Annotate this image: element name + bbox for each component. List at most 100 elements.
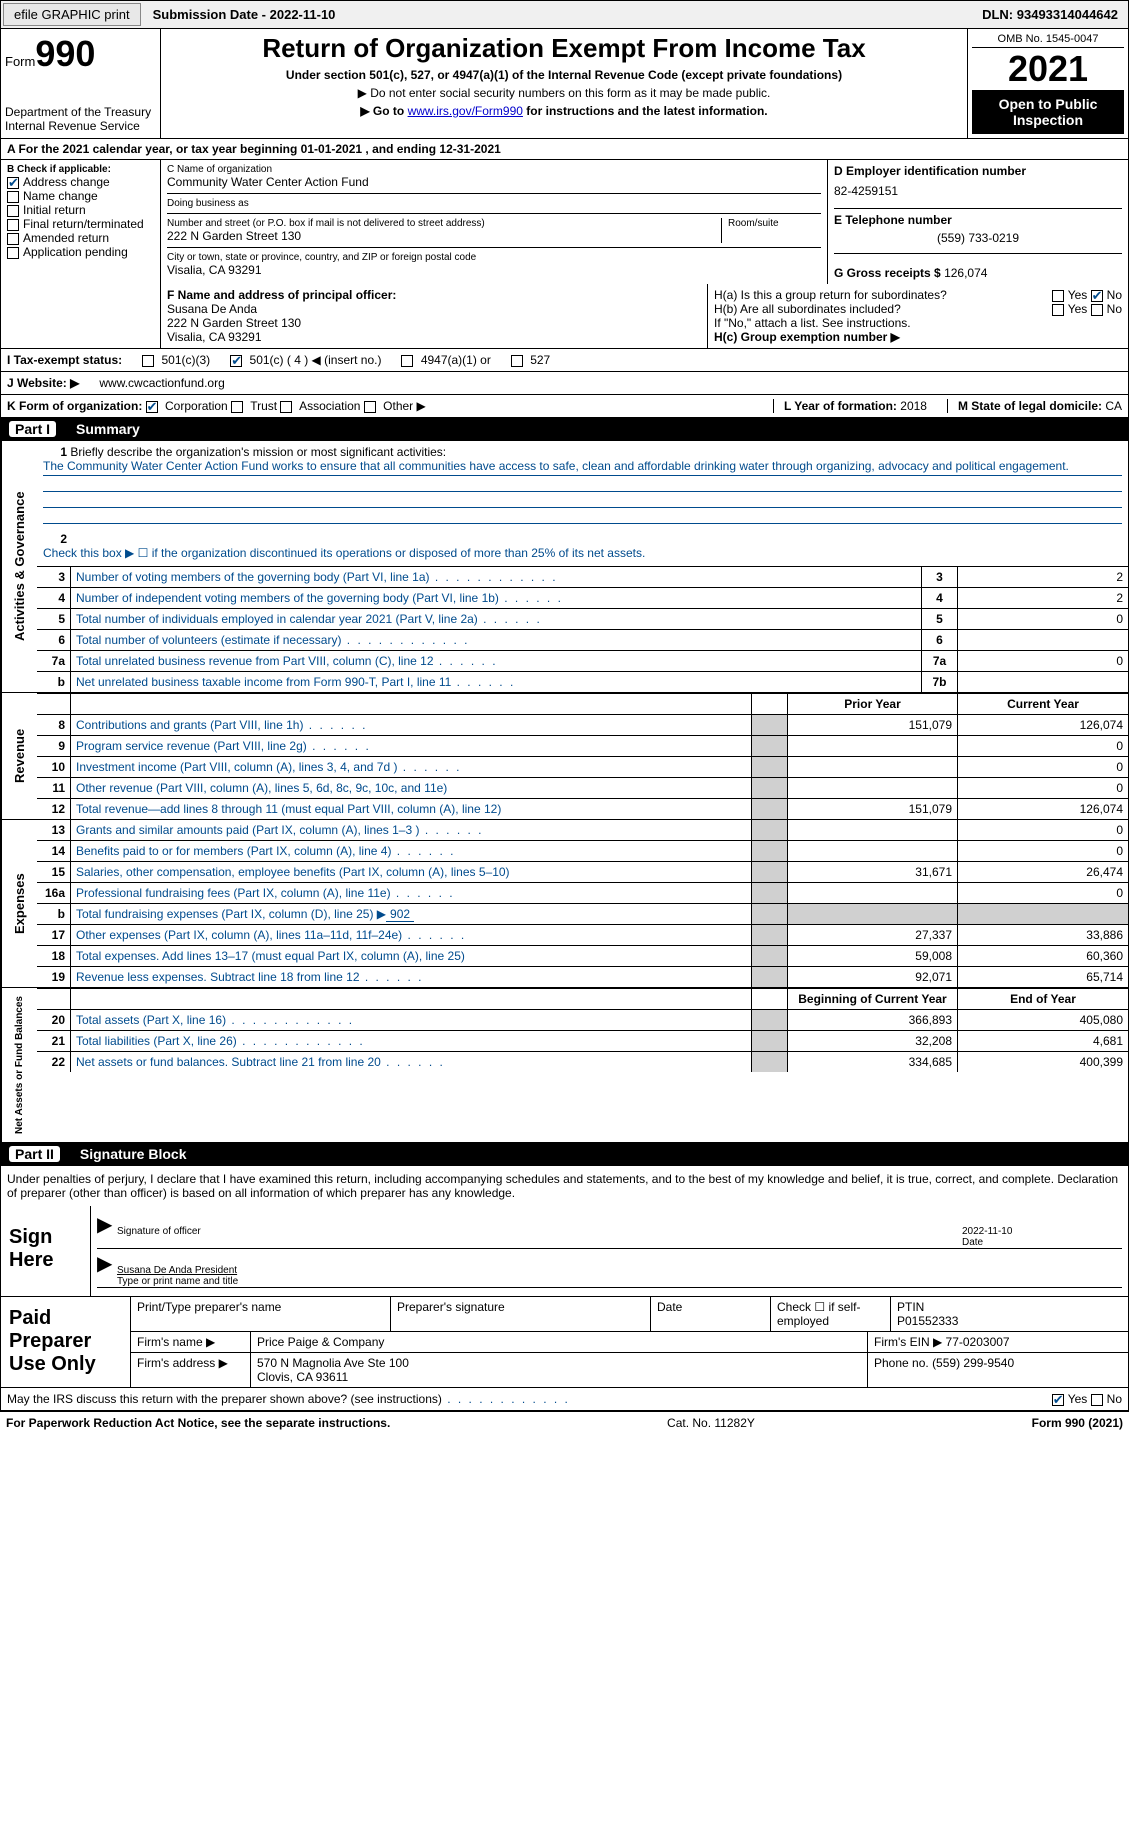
form-subtitle: Under section 501(c), 527, or 4947(a)(1)… bbox=[165, 68, 963, 82]
page-footer: For Paperwork Reduction Act Notice, see … bbox=[0, 1411, 1129, 1434]
line22-beg: 334,685 bbox=[788, 1052, 958, 1072]
cb-501c[interactable] bbox=[230, 355, 242, 367]
cat-no: Cat. No. 11282Y bbox=[667, 1416, 755, 1430]
sign-here-label: Sign Here bbox=[1, 1206, 91, 1296]
cb-amended[interactable]: Amended return bbox=[7, 231, 154, 245]
cb-4947[interactable] bbox=[401, 355, 413, 367]
dba-label: Doing business as bbox=[167, 198, 821, 209]
section-net-assets: Net Assets or Fund Balances Beginning of… bbox=[0, 988, 1129, 1143]
col-b-label: B Check if applicable: bbox=[7, 164, 154, 175]
line21-beg: 32,208 bbox=[788, 1031, 958, 1051]
cb-assoc[interactable] bbox=[280, 401, 292, 413]
self-employed[interactable]: Check ☐ if self-employed bbox=[771, 1297, 891, 1331]
line15-curr: 26,474 bbox=[958, 862, 1128, 882]
firm-addr-label: Firm's address ▶ bbox=[131, 1353, 251, 1387]
firm-phone: (559) 299-9540 bbox=[932, 1356, 1014, 1370]
cb-trust[interactable] bbox=[231, 401, 243, 413]
hb-no[interactable] bbox=[1091, 304, 1103, 316]
line11: Other revenue (Part VIII, column (A), li… bbox=[71, 778, 752, 798]
line20: Total assets (Part X, line 16) bbox=[71, 1010, 752, 1030]
line19-curr: 65,714 bbox=[958, 967, 1128, 987]
cb-corp[interactable] bbox=[146, 401, 158, 413]
line16b: Total fundraising expenses (Part IX, col… bbox=[71, 904, 752, 924]
cb-501c3[interactable] bbox=[142, 355, 154, 367]
side-ag: Activities & Governance bbox=[1, 441, 37, 692]
line12: Total revenue—add lines 8 through 11 (mu… bbox=[71, 799, 752, 819]
discuss-preparer-row: May the IRS discuss this return with the… bbox=[0, 1388, 1129, 1411]
line17-prior: 27,337 bbox=[788, 925, 958, 945]
efile-print-button[interactable]: efile GRAPHIC print bbox=[3, 3, 141, 26]
line19: Revenue less expenses. Subtract line 18 … bbox=[71, 967, 752, 987]
dept-treasury: Department of the Treasury Internal Reve… bbox=[5, 105, 156, 133]
cb-final-return[interactable]: Final return/terminated bbox=[7, 217, 154, 231]
org-name-label: C Name of organization bbox=[167, 164, 821, 175]
line7a-val: 0 bbox=[958, 651, 1128, 671]
officer-addr: 222 N Garden Street 130 bbox=[167, 316, 301, 330]
cb-other[interactable] bbox=[364, 401, 376, 413]
line21-end: 4,681 bbox=[958, 1031, 1128, 1051]
year-formation: 2018 bbox=[900, 399, 927, 413]
line17: Other expenses (Part IX, column (A), lin… bbox=[71, 925, 752, 945]
row-k-form-org: K Form of organization: Corporation Trus… bbox=[0, 395, 1129, 418]
irs-link[interactable]: www.irs.gov/Form990 bbox=[408, 104, 523, 118]
line5: Total number of individuals employed in … bbox=[71, 609, 922, 629]
side-net-assets: Net Assets or Fund Balances bbox=[1, 988, 37, 1142]
line18-curr: 60,360 bbox=[958, 946, 1128, 966]
ein-label: D Employer identification number bbox=[834, 164, 1122, 178]
line2-num: 2 bbox=[43, 532, 67, 546]
officer-city: Visalia, CA 93291 bbox=[167, 330, 262, 344]
prep-sig-label: Preparer's signature bbox=[391, 1297, 651, 1331]
cb-527[interactable] bbox=[511, 355, 523, 367]
cb-address-change[interactable]: Address change bbox=[7, 175, 154, 189]
sig-date: 2022-11-10Date bbox=[962, 1212, 1122, 1248]
discuss-yes[interactable] bbox=[1052, 1394, 1064, 1406]
gross-receipts-label: G Gross receipts $ bbox=[834, 266, 944, 280]
line9: Program service revenue (Part VIII, line… bbox=[71, 736, 752, 756]
pra-notice: For Paperwork Reduction Act Notice, see … bbox=[6, 1416, 390, 1430]
section-activities-governance: Activities & Governance 1 Briefly descri… bbox=[0, 441, 1129, 693]
cb-app-pending[interactable]: Application pending bbox=[7, 245, 154, 259]
hb-yes[interactable] bbox=[1052, 304, 1064, 316]
ha-label: H(a) Is this a group return for subordin… bbox=[714, 288, 947, 302]
ein: 82-4259151 bbox=[834, 178, 1122, 204]
line8-curr: 126,074 bbox=[958, 715, 1128, 735]
line12-prior: 151,079 bbox=[788, 799, 958, 819]
street: 222 N Garden Street 130 bbox=[167, 229, 721, 243]
identity-grid: B Check if applicable: Address change Na… bbox=[0, 160, 1129, 284]
line22: Net assets or fund balances. Subtract li… bbox=[71, 1052, 752, 1072]
line15-prior: 31,671 bbox=[788, 862, 958, 882]
ptin: P01552333 bbox=[897, 1314, 958, 1328]
firm-ein: 77-0203007 bbox=[946, 1335, 1010, 1349]
cb-initial-return[interactable]: Initial return bbox=[7, 203, 154, 217]
hd-beginning: Beginning of Current Year bbox=[788, 989, 958, 1009]
city: Visalia, CA 93291 bbox=[167, 263, 821, 277]
tel-label: E Telephone number bbox=[834, 213, 1122, 227]
state-domicile: CA bbox=[1105, 399, 1122, 413]
line19-prior: 92,071 bbox=[788, 967, 958, 987]
discuss-no[interactable] bbox=[1091, 1394, 1103, 1406]
line22-end: 400,399 bbox=[958, 1052, 1128, 1072]
officer-label: F Name and address of principal officer: bbox=[167, 288, 396, 302]
hd-current: Current Year bbox=[958, 694, 1128, 714]
room-label: Room/suite bbox=[728, 218, 821, 229]
omb-number: OMB No. 1545-0047 bbox=[972, 33, 1124, 48]
hc-label: H(c) Group exemption number ▶ bbox=[714, 330, 900, 344]
prep-date-label: Date bbox=[651, 1297, 771, 1331]
form-header: Form990 Department of the Treasury Inter… bbox=[0, 29, 1129, 139]
line14: Benefits paid to or for members (Part IX… bbox=[71, 841, 752, 861]
line10: Investment income (Part VIII, column (A)… bbox=[71, 757, 752, 777]
side-expenses: Expenses bbox=[1, 820, 37, 987]
ha-no[interactable] bbox=[1091, 290, 1103, 302]
line2: Check this box ▶ ☐ if the organization d… bbox=[43, 546, 1122, 562]
firm-addr: 570 N Magnolia Ave Ste 100Clovis, CA 936… bbox=[251, 1353, 868, 1387]
line3-val: 2 bbox=[958, 567, 1128, 587]
row-j-website: J Website: ▶ www.cwcactionfund.org bbox=[0, 372, 1129, 395]
cb-name-change[interactable]: Name change bbox=[7, 189, 154, 203]
open-to-public: Open to Public Inspection bbox=[972, 90, 1124, 134]
ha-yes[interactable] bbox=[1052, 290, 1064, 302]
prep-name-label: Print/Type preparer's name bbox=[131, 1297, 391, 1331]
ssn-note: ▶ Do not enter social security numbers o… bbox=[165, 86, 963, 100]
line6: Total number of volunteers (estimate if … bbox=[71, 630, 922, 650]
sig-name: Susana De Anda President Type or print n… bbox=[117, 1251, 1122, 1287]
line9-curr: 0 bbox=[958, 736, 1128, 756]
